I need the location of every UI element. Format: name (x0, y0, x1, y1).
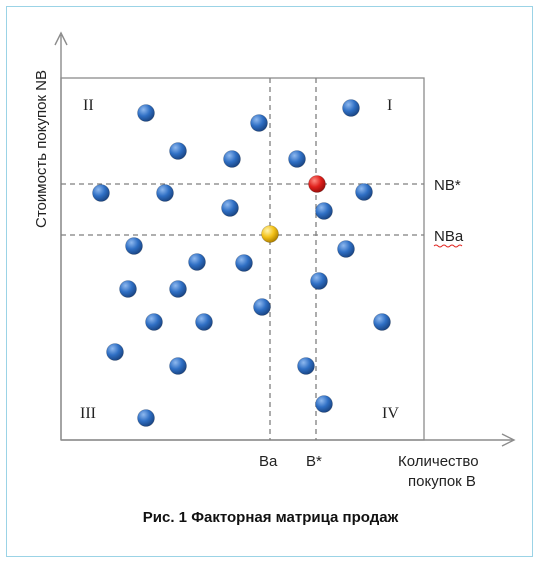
quadrant-label-iv: IV (382, 405, 399, 422)
data-point (169, 357, 187, 375)
data-point (125, 237, 143, 255)
data-point (250, 114, 268, 132)
data-point (119, 280, 137, 298)
data-point (195, 313, 213, 331)
data-point (137, 104, 155, 122)
data-point (235, 254, 253, 272)
data-point (221, 199, 239, 217)
y-axis-label: Стоимость покупок NB (33, 70, 50, 228)
data-point (342, 99, 360, 117)
nb-a-label: NBa (434, 228, 464, 245)
data-point (92, 184, 110, 202)
data-point (106, 343, 124, 361)
data-point (373, 313, 391, 331)
data-point (253, 298, 271, 316)
b-star-label: B* (306, 453, 322, 470)
points-group (92, 99, 391, 427)
data-point (137, 409, 155, 427)
data-point (223, 150, 241, 168)
x-axis-label-line2: покупок B (408, 473, 476, 490)
data-point (188, 253, 206, 271)
data-point (315, 395, 333, 413)
b-a-label: Ba (259, 453, 278, 470)
data-point (355, 183, 373, 201)
nb-a-spellcheck-underline (433, 244, 463, 248)
highlight-point-a (261, 225, 279, 243)
data-point (315, 202, 333, 220)
data-point (169, 142, 187, 160)
data-point (297, 357, 315, 375)
data-point (145, 313, 163, 331)
highlight-point-star (308, 175, 326, 193)
data-point (288, 150, 306, 168)
data-point (156, 184, 174, 202)
data-point (310, 272, 328, 290)
y-axis-arrow (54, 31, 68, 46)
quadrant-label-ii: II (83, 97, 94, 114)
quadrant-label-i: I (387, 97, 392, 114)
nb-star-label: NB* (434, 177, 461, 194)
x-axis-arrow (501, 433, 516, 447)
quadrant-label-iii: III (80, 405, 96, 422)
data-point (169, 280, 187, 298)
data-point (337, 240, 355, 258)
figure-caption: Рис. 1 Факторная матрица продаж (142, 509, 399, 526)
x-axis-label-line1: Количество (398, 453, 479, 470)
